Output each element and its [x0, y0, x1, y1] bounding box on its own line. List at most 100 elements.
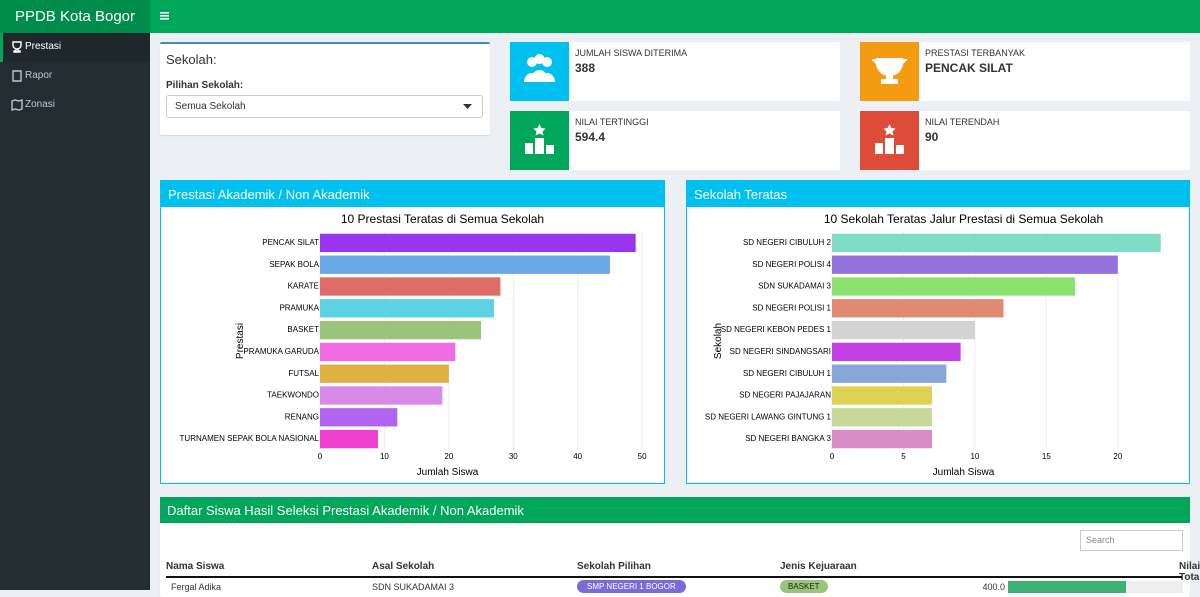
bar	[832, 320, 975, 340]
info-label: NILAI TERENDAH	[925, 117, 1000, 127]
column-header[interactable]: Nilai Total	[1179, 561, 1200, 583]
column-header[interactable]: Nama Siswa	[166, 561, 225, 572]
menu-icon	[11, 99, 23, 111]
menu-item[interactable]: Zonasi	[0, 91, 150, 120]
bar	[832, 342, 961, 362]
cell: 400.0	[982, 582, 1005, 592]
y-tick-label: RENANG	[285, 412, 319, 421]
chart-box: Prestasi Akademik / Non Akademik 10 Prest…	[160, 180, 665, 484]
x-tick-label: 10	[380, 452, 389, 461]
column-header[interactable]: Sekolah Pilihan	[577, 561, 651, 572]
info-box: NILAI TERTINGGI 594.4	[510, 111, 840, 170]
icon	[12, 41, 22, 53]
brand[interactable]: PPDB Kota Bogor	[0, 0, 150, 33]
y-tick-label: PRAMUKA	[279, 303, 319, 312]
y-tick-label: SD NEGERI KEBON PEDES 1	[721, 325, 832, 334]
info-value: 388	[575, 61, 596, 75]
y-tick-label: SD NEGERI POLISI 4	[752, 260, 831, 269]
icon	[525, 138, 554, 154]
menu-item[interactable]: Rapor	[0, 62, 150, 91]
icon	[872, 58, 907, 84]
info-label: JUMLAH SISWA DITERIMA	[575, 48, 688, 58]
icon	[533, 124, 546, 136]
table-box: Daftar Siswa Hasil Seleksi Prestasi Akad…	[160, 497, 1200, 597]
y-tick-label: SD NEGERI PAJAJARAN	[739, 391, 831, 400]
y-tick-label: SEPAK BOLA	[269, 260, 319, 269]
bar	[320, 255, 610, 274]
y-tick-label: FUTSAL	[288, 369, 319, 378]
table-title: Daftar Siswa Hasil Seleksi Prestasi Akad…	[160, 497, 1190, 523]
x-tick-label: 30	[509, 452, 518, 461]
selected-school: Semua Sekolah	[175, 101, 246, 112]
y-tick-label: BASKET	[287, 325, 319, 334]
filter-box: Sekolah: Pilihan Sekolah: Semua Sekolah	[160, 42, 490, 135]
x-tick-label: 5	[901, 452, 906, 461]
panel-title: Prestasi Akademik / Non Akademik	[161, 181, 664, 207]
badge: BASKET	[780, 580, 828, 593]
school-select[interactable]: Semua Sekolah	[166, 95, 483, 118]
x-tick-label: 20	[444, 452, 453, 461]
y-tick-label: SD NEGERI SINDANGSARI	[730, 347, 831, 356]
icon	[531, 70, 548, 79]
info-box: PRESTASI TERBANYAK PENCAK SILAT	[860, 42, 1190, 101]
x-tick-label: 10	[970, 452, 979, 461]
chart-title: 10 Sekolah Teratas Jalur Prestasi di Sem…	[824, 212, 1103, 226]
y-tick-label: KARATE	[288, 282, 319, 291]
icon	[525, 124, 554, 154]
icon	[527, 57, 537, 67]
bar	[320, 408, 398, 427]
info-icon	[510, 42, 569, 101]
icon	[534, 54, 545, 64]
bar	[832, 429, 933, 449]
icon	[872, 58, 907, 84]
y-tick-label: TAEKWONDO	[267, 391, 319, 400]
icon	[11, 99, 23, 111]
panel-title: Sekolah Teratas	[687, 181, 1189, 207]
info-box: NILAI TERENDAH 90	[860, 111, 1190, 170]
x-tick-label: 0	[318, 452, 323, 461]
y-tick-label: SD NEGERI CIBULUH 1	[743, 369, 832, 378]
header-rule	[166, 576, 1182, 578]
column-header[interactable]: Jenis Kejuaraan	[780, 561, 857, 572]
x-axis-label: Jumlah Siswa	[933, 467, 995, 478]
bar	[320, 386, 443, 405]
info-icon	[860, 111, 919, 170]
y-tick-label: PENCAK SILAT	[262, 238, 319, 247]
bar	[832, 277, 1075, 296]
info-value: 594.4	[575, 130, 606, 144]
bar	[320, 429, 378, 449]
y-tick-label: SD NEGERI BANGKA 3	[745, 434, 831, 443]
search-input[interactable]: Search	[1080, 530, 1183, 551]
x-axis-label: Jumlah Siswa	[417, 467, 479, 478]
menu-toggle[interactable]	[150, 0, 190, 33]
icon	[875, 138, 904, 154]
info-icon	[510, 111, 569, 170]
x-tick-label: 0	[830, 452, 835, 461]
progress	[1008, 581, 1183, 593]
y-tick-label: SDN SUKADAMAI 3	[758, 282, 831, 291]
chart: 10 Sekolah Teratas Jalur Prestasi di Sem…	[705, 212, 1161, 478]
menu-icon	[12, 70, 22, 82]
sidebar: Prestasi Rapor Zonasi	[0, 33, 150, 590]
menu-label: Zonasi	[25, 99, 56, 110]
filter-title: Sekolah:	[166, 52, 217, 67]
badge: SMP NEGERI 1 BOGOR	[577, 580, 686, 593]
info-value: 90	[925, 130, 939, 144]
chart-box: Sekolah Teratas 10 Sekolah Teratas Jalur …	[686, 180, 1190, 484]
chart-title: 10 Prestasi Teratas di Semua Sekolah	[341, 212, 544, 226]
column-header[interactable]: Asal Sekolah	[372, 561, 435, 572]
progress-bar	[1008, 581, 1126, 593]
y-axis-label: Sekolah	[713, 323, 724, 359]
bar	[320, 233, 636, 253]
info-value: PENCAK SILAT	[925, 61, 1013, 75]
info-box: JUMLAH SISWA DITERIMA 388	[510, 42, 840, 101]
info-label: PRESTASI TERBANYAK	[925, 48, 1026, 58]
filter-label: Pilihan Sekolah:	[166, 80, 244, 91]
bar	[832, 364, 947, 383]
menu-item[interactable]: Prestasi	[0, 33, 150, 62]
y-tick-label: TURNAMEN SEPAK BOLA NASIONAL	[180, 434, 320, 443]
icon	[883, 124, 896, 136]
y-tick-label: SD NEGERI POLISI 1	[752, 303, 831, 312]
cell: SDN SUKADAMAI 3	[372, 582, 455, 592]
